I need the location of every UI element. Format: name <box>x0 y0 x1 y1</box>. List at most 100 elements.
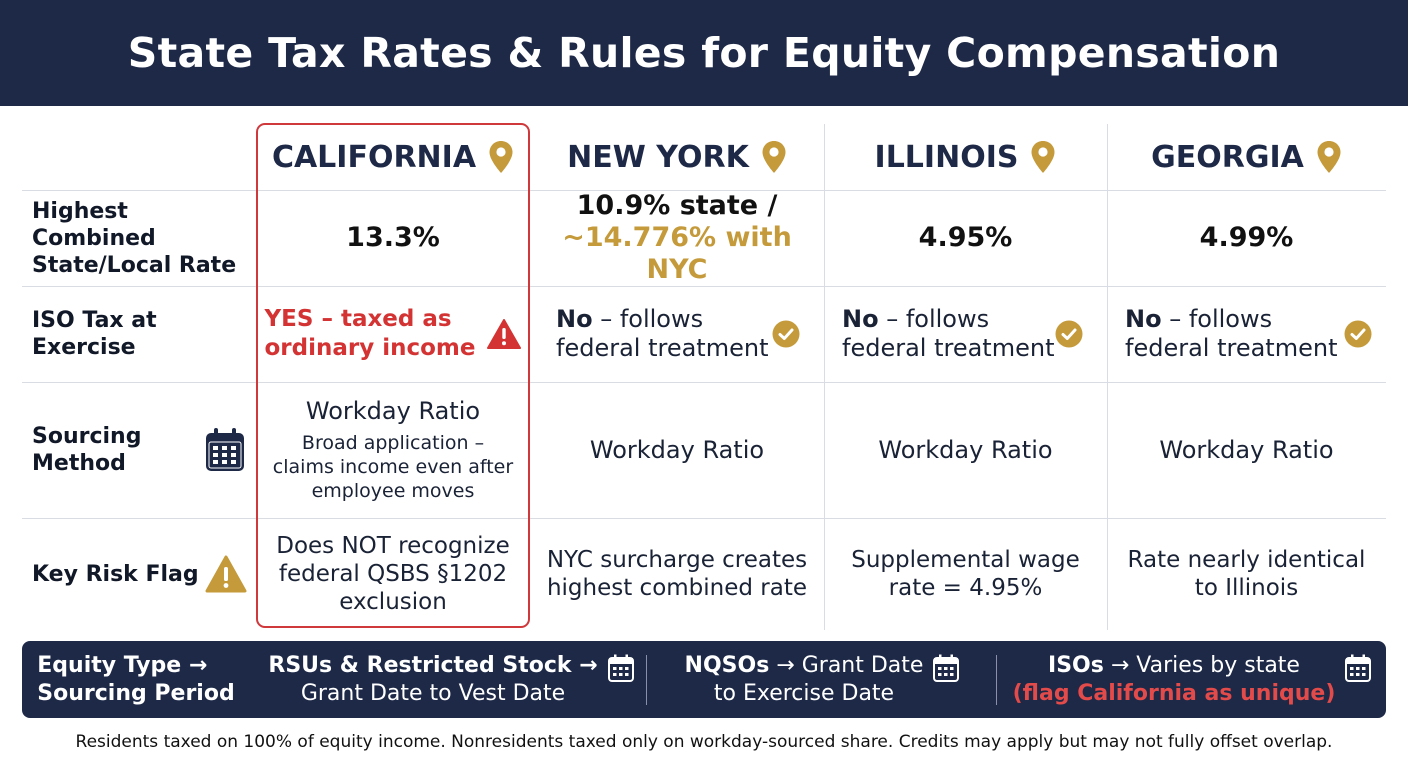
iso-new-york: No – follows federal treatment <box>546 286 824 382</box>
bar-period: to Exercise Date <box>713 680 895 706</box>
comparison-table: CALIFORNIA NEW YORK ILLINOIS GEORGIA Hig… <box>22 124 1386 630</box>
bar-rsu: RSUs & Restricted Stock → Grant Date to V… <box>258 641 644 718</box>
iso-text: – follows <box>878 305 990 333</box>
risk-text: federal QSBS §1202 <box>278 561 508 587</box>
row-label-line: Highest Combined <box>32 198 156 251</box>
calendar-icon <box>933 654 960 682</box>
bar-period: → Varies by state <box>1103 652 1300 678</box>
iso-text: ordinary income <box>264 335 476 361</box>
bar-heading-line: Equity Type → <box>37 652 208 678</box>
column-header-georgia: GEORGIA <box>1107 124 1386 190</box>
bar-equity-type: RSUs & Restricted Stock → <box>268 652 598 678</box>
calendar-icon <box>607 654 634 682</box>
iso-text: – follows <box>1161 305 1273 333</box>
rate-new-york: 10.9% state / ~14.776% with NYC <box>530 190 824 286</box>
column-divider <box>824 124 825 630</box>
rate-value: 10.9% state / <box>576 190 778 221</box>
column-name: GEORGIA <box>1151 139 1304 175</box>
bar-divider <box>646 655 647 705</box>
sourcing-method: Workday Ratio <box>589 436 765 464</box>
row-label-risk: Key Risk Flag <box>32 518 256 630</box>
warning-triangle-icon <box>205 555 247 593</box>
sourcing-note: claims income even after <box>272 456 514 478</box>
sourcing-georgia: Workday Ratio <box>1107 382 1386 518</box>
row-label-line: Method <box>32 451 126 476</box>
map-pin-icon <box>762 141 786 173</box>
iso-georgia: No – follows federal treatment <box>1115 286 1386 382</box>
bar-california-flag: (flag California as unique) <box>1012 680 1336 706</box>
bar-divider <box>996 655 997 705</box>
sourcing-illinois: Workday Ratio <box>824 382 1107 518</box>
row-label-sourcing: Sourcing Method <box>32 382 256 518</box>
risk-text: Does NOT recognize <box>276 533 510 559</box>
california-highlight-frame <box>256 123 530 628</box>
check-circle-icon <box>772 320 800 348</box>
row-divider <box>22 382 1386 383</box>
row-divider <box>22 518 1386 519</box>
risk-text: rate = 4.95% <box>888 575 1043 601</box>
warning-triangle-icon <box>486 319 521 349</box>
sourcing-period-bar: Equity Type → Sourcing Period RSUs & Rest… <box>22 641 1386 718</box>
column-name: CALIFORNIA <box>271 139 477 175</box>
bar-period: Grant Date to Vest Date <box>300 680 566 706</box>
row-label-line: Exercise <box>32 335 136 360</box>
risk-illinois: Supplemental wage rate = 4.95% <box>824 518 1107 630</box>
bar-equity-type: NQSOs <box>684 652 770 678</box>
column-divider <box>1107 124 1108 630</box>
check-circle-icon <box>1344 320 1372 348</box>
sourcing-new-york: Workday Ratio <box>530 382 824 518</box>
iso-text: federal treatment <box>556 334 769 362</box>
iso-text: federal treatment <box>1125 334 1338 362</box>
page-title: State Tax Rates & Rules for Equity Compe… <box>127 29 1281 77</box>
risk-california: Does NOT recognize federal QSBS §1202 ex… <box>256 518 530 630</box>
column-name: NEW YORK <box>567 139 749 175</box>
bar-nqso: NQSOs → Grant Date to Exercise Date <box>648 641 996 718</box>
risk-text: to Illinois <box>1194 575 1299 601</box>
row-label-rate: Highest Combined State/Local Rate <box>32 190 256 286</box>
sourcing-method: Workday Ratio <box>305 397 481 425</box>
rate-value-nyc: ~14.776% with NYC <box>562 222 792 285</box>
iso-text: YES – taxed as <box>264 306 452 332</box>
calendar-icon <box>1345 654 1372 682</box>
iso-illinois: No – follows federal treatment <box>832 286 1107 382</box>
sourcing-method: Workday Ratio <box>1159 436 1334 464</box>
iso-answer: No <box>556 305 593 333</box>
risk-new-york: NYC surcharge creates highest combined r… <box>530 518 824 630</box>
rate-value: 4.95% <box>918 222 1013 253</box>
iso-california: YES – taxed as ordinary income <box>256 286 530 382</box>
title-banner: State Tax Rates & Rules for Equity Compe… <box>0 0 1408 106</box>
row-label-line: Key Risk Flag <box>32 561 199 587</box>
bar-iso: ISOs → Varies by state (flag California a… <box>998 641 1386 718</box>
sourcing-note: employee moves <box>311 480 475 502</box>
iso-answer: No <box>842 305 879 333</box>
sourcing-method: Workday Ratio <box>878 436 1053 464</box>
rate-california: 13.3% <box>256 190 530 286</box>
iso-text: – follows <box>592 305 704 333</box>
row-label-line: ISO Tax at <box>32 308 157 333</box>
risk-text: Supplemental wage <box>851 547 1080 573</box>
rate-illinois: 4.95% <box>824 190 1107 286</box>
sourcing-note: Broad application – <box>301 432 485 454</box>
bar-equity-type: ISOs <box>1048 652 1104 678</box>
map-pin-icon <box>1031 141 1055 173</box>
row-divider <box>22 286 1386 287</box>
row-label-line: Sourcing <box>32 424 142 449</box>
bar-period: → Grant Date <box>769 652 924 678</box>
column-header-new-york: NEW YORK <box>530 124 824 190</box>
row-label-iso: ISO Tax at Exercise <box>32 286 256 382</box>
column-name: ILLINOIS <box>874 139 1019 175</box>
rate-value: 4.99% <box>1199 222 1294 253</box>
risk-georgia: Rate nearly identical to Illinois <box>1107 518 1386 630</box>
risk-text: exclusion <box>339 589 447 615</box>
calendar-icon <box>206 428 244 471</box>
map-pin-icon <box>1317 141 1341 173</box>
rate-value: 13.3% <box>346 222 440 253</box>
map-pin-icon <box>489 141 513 173</box>
bar-heading: Equity Type → Sourcing Period <box>22 641 250 718</box>
column-header-illinois: ILLINOIS <box>824 124 1107 190</box>
row-divider <box>22 190 1386 191</box>
footer-note: Residents taxed on 100% of equity income… <box>75 732 1333 752</box>
iso-text: federal treatment <box>842 334 1055 362</box>
risk-text: NYC surcharge creates <box>546 547 808 573</box>
iso-answer: No <box>1125 305 1162 333</box>
